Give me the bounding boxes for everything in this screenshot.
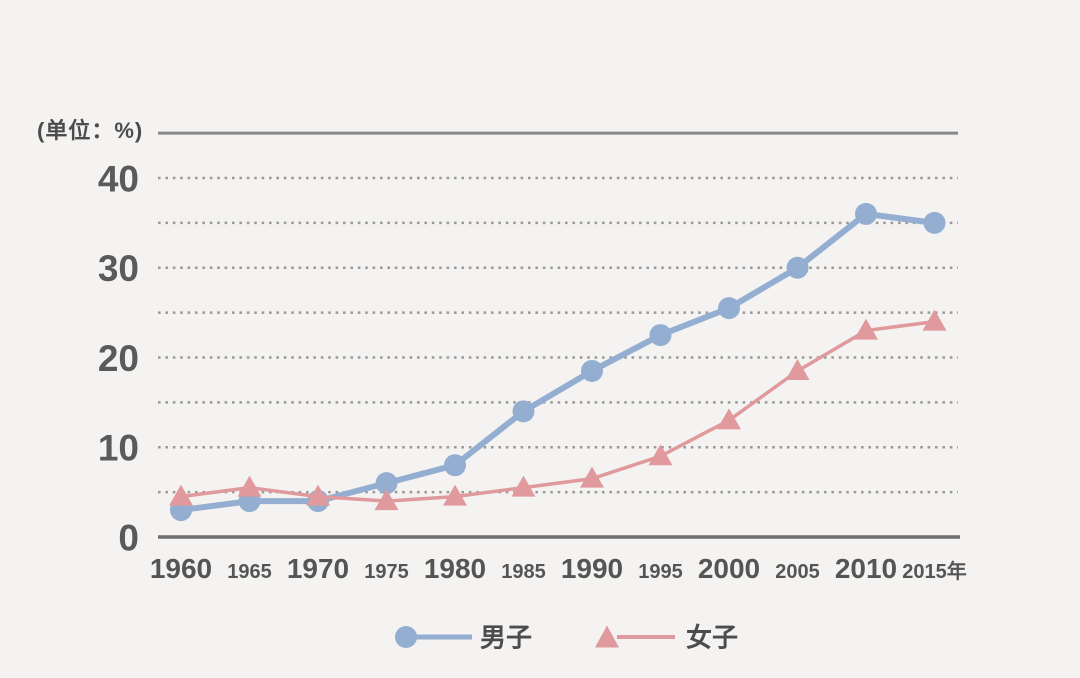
x-tick-label-1965: 1965	[227, 561, 272, 583]
marker-女子-2000	[717, 408, 741, 430]
marker-女子-1985	[511, 475, 536, 497]
marker-女子-1965	[237, 475, 262, 497]
marker-女子-2015	[922, 309, 947, 331]
x-tick-label-2000: 2000	[698, 553, 760, 584]
marker-男子-1985	[512, 400, 535, 423]
y-tick-label-20: 20	[98, 338, 139, 379]
marker-男子-1990	[581, 359, 603, 382]
marker-女子-1970	[306, 484, 330, 506]
marker-男子-2005	[786, 256, 809, 279]
x-tick-label-2010: 2010	[835, 553, 897, 584]
marker-女子-2005	[785, 358, 810, 380]
x-tick-label-2005: 2005	[775, 561, 820, 583]
marker-女子-1975	[374, 489, 399, 511]
x-tick-label-1980: 1980	[424, 553, 486, 584]
legend-female-label: 女子	[686, 622, 738, 652]
marker-女子-2010	[854, 318, 878, 340]
series-line-女子	[179, 319, 937, 503]
y-tick-label-30: 30	[98, 248, 139, 289]
unit-label: (单位：%)	[37, 118, 144, 143]
x-tick-label-1995: 1995	[638, 561, 683, 583]
marker-男子-1995	[649, 324, 672, 347]
y-tick-label-10: 10	[98, 428, 139, 469]
marker-男子-1975	[375, 472, 398, 495]
marker-男子-2000	[718, 297, 740, 320]
x-tick-label-1985: 1985	[501, 561, 546, 583]
x-tick-label-1970: 1970	[287, 553, 349, 584]
legend-male-label: 男子	[480, 622, 532, 652]
x-tick-label-2015: 2015年	[902, 559, 967, 583]
legend-female-marker-icon	[595, 625, 619, 648]
x-tick-label-1960: 1960	[150, 553, 212, 584]
marker-女子-1980	[443, 484, 467, 506]
marker-女子-1990	[580, 466, 604, 488]
legend-male-marker-icon	[395, 626, 417, 648]
marker-男子-1980	[444, 454, 466, 477]
x-tick-label-1975: 1975	[364, 561, 409, 583]
y-tick-label-40: 40	[98, 158, 139, 199]
marker-男子-2015	[923, 211, 946, 234]
marker-男子-2010	[855, 202, 877, 225]
x-tick-label-1990: 1990	[561, 553, 623, 584]
series-line-男子	[178, 210, 938, 514]
marker-女子-1995	[648, 444, 673, 466]
marker-女子-1960	[169, 484, 193, 506]
y-tick-label-0: 0	[118, 517, 139, 558]
